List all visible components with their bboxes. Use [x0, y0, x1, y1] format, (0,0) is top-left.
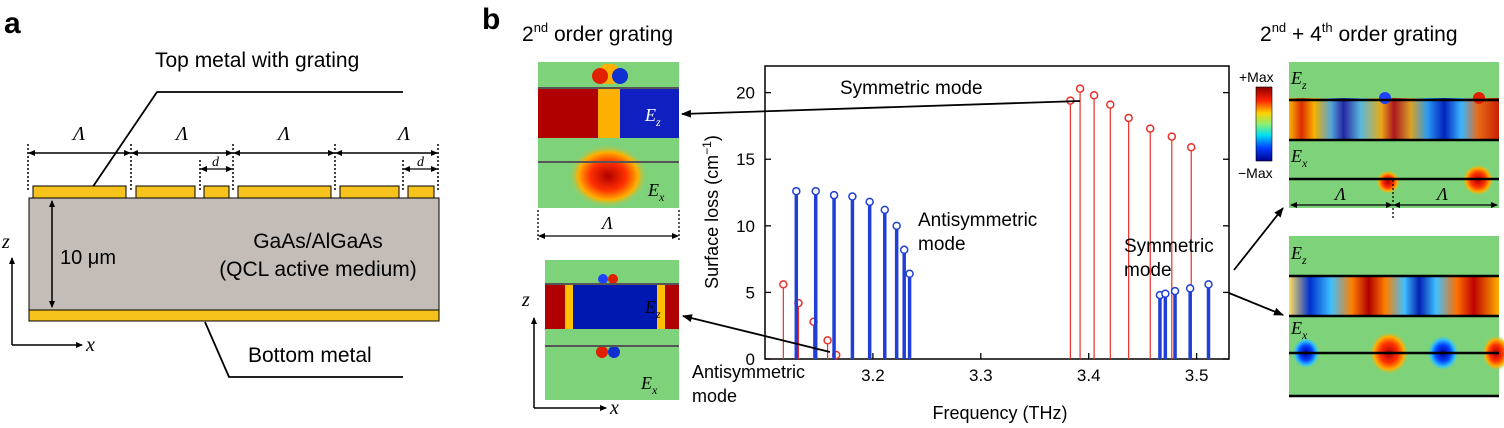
right-period-label-2: Λ	[1435, 184, 1448, 204]
annotation-symmetric-right-line2: mode	[1124, 260, 1172, 281]
stem-marker	[1124, 113, 1133, 123]
right-top-field-map: Ez Ex Λ Λ	[1289, 62, 1499, 218]
right-period-label-1: Λ	[1333, 184, 1346, 204]
panel-b-axes-icon: z x	[521, 289, 619, 419]
material-label-line2: (QCL active medium)	[219, 258, 417, 281]
stem-marker	[823, 336, 832, 345]
top-metal-leader-line	[91, 91, 403, 189]
axis-x-label-b: x	[609, 397, 619, 419]
gap-label-1: d	[212, 155, 220, 170]
stem-marker	[1161, 289, 1170, 298]
colorbar-max-label: +Max	[1239, 69, 1274, 85]
active-medium-slab	[28, 197, 440, 311]
arrow-symmetric-right	[1228, 292, 1284, 316]
right-title: 2nd + 4th order grating	[1260, 20, 1458, 46]
x-tick-label: 3.2	[861, 366, 885, 385]
stem-marker	[792, 186, 801, 196]
left-top-field-map: Ez Ex	[538, 62, 679, 208]
right-bottom-field-map: Ez Ex	[1289, 236, 1504, 398]
annotation-antisymmetric-mid-line2: mode	[918, 234, 966, 255]
annotation-symmetric-top: Symmetric mode	[840, 78, 983, 99]
panel-b-letter: b	[482, 3, 500, 36]
bottom-metal-label: Bottom metal	[248, 344, 372, 367]
thickness-label: 10 μm	[60, 247, 116, 269]
axis-z-label-b: z	[521, 289, 530, 311]
stem-marker	[1204, 280, 1213, 289]
right-bottom-ex-label: Ex	[1290, 318, 1308, 342]
period-label-4: Λ	[396, 123, 410, 145]
y-tick-label: 5	[746, 283, 755, 302]
y-axis-label: Surface loss (cm−1)	[700, 135, 722, 289]
x-tick-label: 3.3	[969, 366, 993, 385]
stem-marker	[1106, 100, 1115, 109]
stem-marker	[1075, 84, 1085, 93]
stem-marker	[829, 190, 839, 200]
period-label-3: Λ	[276, 123, 290, 145]
right-top-ex-label: Ex	[1290, 146, 1308, 170]
panel-a-axes-icon: z x	[1, 231, 95, 356]
arrow-symmetric-top	[681, 100, 1081, 118]
top-metal-grating	[32, 185, 435, 199]
stem-marker	[1186, 142, 1196, 152]
left-title: 2nd order grating	[522, 20, 673, 46]
gap-label-2: d	[417, 155, 425, 170]
colorbar: +Max −Max	[1238, 69, 1274, 181]
chart-ticks: 3.2 3.3 3.4 3.5 0 5 10 15 20	[736, 84, 1229, 385]
y-tick-label: 10	[736, 217, 755, 236]
period-label-2: Λ	[174, 123, 188, 145]
stem-marker	[811, 186, 820, 196]
annotation-antisymmetric-mid-line1: Antisymmetric	[918, 210, 1037, 231]
stem-marker	[848, 192, 857, 201]
period-label-1: Λ	[71, 123, 85, 145]
axis-z-label-a: z	[1, 231, 10, 253]
stem-marker	[865, 197, 874, 207]
arrow-antisymmetric-bottom	[682, 314, 831, 353]
axis-x-label-a: x	[85, 334, 95, 356]
stem-marker	[1089, 91, 1099, 100]
y-tick-label: 0	[746, 350, 755, 369]
bottom-metal-leader-line	[204, 321, 403, 378]
stem-marker	[1145, 124, 1155, 133]
stem-marker	[1167, 132, 1177, 141]
right-top-ez-label: Ez	[1290, 68, 1307, 92]
left-bottom-ex-label: Ex	[640, 373, 658, 397]
stem-marker	[880, 205, 890, 215]
annotation-antisymmetric-bottom-line1: Antisymmetric	[692, 362, 805, 382]
stem-marker	[899, 245, 909, 255]
top-metal-label: Top metal with grating	[155, 49, 359, 72]
stem-marker	[892, 221, 901, 231]
annotation-symmetric-right-line1: Symmetric	[1124, 236, 1214, 257]
left-bottom-field-map: Ez Ex	[545, 260, 679, 400]
left-period-label: Λ	[600, 213, 613, 233]
material-label-line1: GaAs/AlGaAs	[253, 230, 383, 253]
y-tick-label: 20	[736, 84, 755, 103]
left-top-ex-label: Ex	[647, 180, 665, 204]
arrow-antisymmetric-mid	[1233, 207, 1284, 271]
colorbar-min-label: −Max	[1238, 165, 1273, 181]
chart-frame	[764, 65, 1230, 360]
annotation-antisymmetric-bottom-line2: mode	[692, 386, 737, 406]
stem-marker	[905, 269, 914, 279]
right-bottom-ez-label: Ez	[1290, 243, 1307, 267]
panel-b: b 2nd order grating 2nd + 4th order grat…	[482, 3, 1504, 423]
y-tick-label: 15	[736, 150, 755, 169]
surface-loss-chart: 3.2 3.3 3.4 3.5 0 5 10 15 20 Frequency (THz) Sur…	[700, 65, 1230, 423]
x-axis-label: Frequency (THz)	[932, 403, 1067, 423]
colorbar-gradient	[1255, 86, 1273, 162]
period-dimension-row: Λ Λ Λ Λ d d	[27, 123, 439, 190]
chart-stems	[779, 84, 1213, 360]
stem-marker	[1185, 284, 1195, 293]
x-tick-label: 3.4	[1077, 366, 1101, 385]
x-tick-label: 3.5	[1185, 366, 1209, 385]
left-top-ez-label: Ez	[644, 105, 661, 129]
panel-a: a Top metal with grating Λ Λ Λ Λ d d	[1, 7, 440, 378]
bottom-metal-layer	[28, 309, 440, 322]
left-bottom-ez-label: Ez	[644, 297, 661, 321]
stem-marker	[779, 280, 788, 289]
stem-marker	[1170, 286, 1180, 296]
panel-a-letter: a	[4, 7, 21, 40]
